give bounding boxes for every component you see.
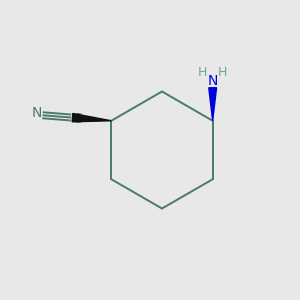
Polygon shape [209, 88, 217, 121]
Text: H: H [218, 66, 227, 79]
Text: N: N [32, 106, 42, 120]
Text: C: C [73, 112, 82, 125]
Polygon shape [72, 113, 111, 122]
Text: H: H [198, 66, 207, 79]
Text: N: N [208, 74, 218, 88]
